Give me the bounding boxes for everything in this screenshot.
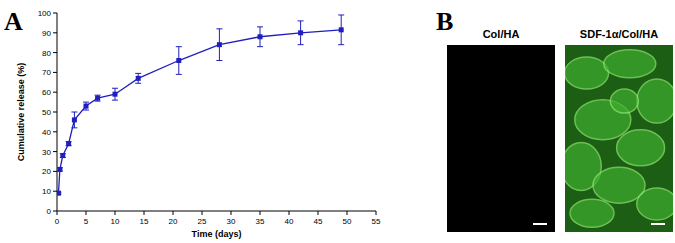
y-tick xyxy=(53,92,57,93)
x-tick-label: 55 xyxy=(372,217,381,226)
release-line xyxy=(58,30,341,193)
y-tick xyxy=(53,72,57,73)
x-tick-label: 30 xyxy=(227,217,236,226)
data-point xyxy=(298,30,303,35)
y-tick-label: 30 xyxy=(42,148,51,157)
x-tick xyxy=(376,211,377,215)
data-point xyxy=(217,42,222,47)
y-tick-label: 90 xyxy=(42,29,51,38)
x-tick xyxy=(289,211,290,215)
data-point xyxy=(84,104,89,109)
x-axis-title: Time (days) xyxy=(192,229,242,239)
error-bar xyxy=(60,154,66,158)
x-tick-label: 5 xyxy=(84,217,89,226)
data-point xyxy=(60,153,65,158)
error-bar xyxy=(257,27,263,47)
scale-bar xyxy=(651,223,665,225)
y-axis-title: Cumulative release (%) xyxy=(16,63,26,162)
y-tick-label: 100 xyxy=(38,9,52,18)
data-point xyxy=(57,191,61,196)
x-tick xyxy=(231,211,232,215)
y-tick xyxy=(53,171,57,172)
data-point xyxy=(57,167,62,172)
y-tick-label: 70 xyxy=(42,68,51,77)
fluorescence-image xyxy=(561,45,675,232)
x-tick xyxy=(115,211,116,215)
x-tick xyxy=(144,211,145,215)
data-point xyxy=(176,58,181,63)
x-tick-label: 45 xyxy=(314,217,323,226)
y-tick-label: 20 xyxy=(42,167,51,176)
data-point xyxy=(113,92,118,97)
error-bar xyxy=(83,102,89,110)
x-axis-line xyxy=(57,211,376,212)
x-tick-label: 40 xyxy=(285,217,294,226)
data-point xyxy=(95,96,100,101)
data-point xyxy=(258,34,263,39)
fluorescence-image xyxy=(447,45,555,232)
y-tick-label: 60 xyxy=(42,88,51,97)
scale-bar xyxy=(533,223,547,225)
y-tick-label: 10 xyxy=(42,187,51,196)
y-tick xyxy=(53,32,57,33)
image-title: Col/HA xyxy=(483,28,520,40)
y-tick xyxy=(53,151,57,152)
x-tick xyxy=(260,211,261,215)
y-tick xyxy=(53,13,57,14)
x-tick xyxy=(173,211,174,215)
x-tick xyxy=(347,211,348,215)
error-bar xyxy=(71,112,77,128)
error-bar xyxy=(216,29,222,61)
error-bar xyxy=(95,95,101,101)
axes: 0 10 20 30 40 50 60 70 80 90 100 0 5 10 15 20 25 30 35 40 45… xyxy=(16,9,381,239)
y-tick-label: 0 xyxy=(47,207,52,216)
x-tick-label: 10 xyxy=(111,217,120,226)
x-tick xyxy=(318,211,319,215)
y-tick-label: 40 xyxy=(42,128,51,137)
y-tick-label: 50 xyxy=(42,108,51,117)
panel-label: A xyxy=(4,7,23,36)
y-tick xyxy=(53,211,57,212)
x-tick xyxy=(57,211,58,215)
x-tick xyxy=(202,211,203,215)
y-tick xyxy=(53,191,57,192)
data-point xyxy=(66,141,71,146)
x-tick-label: 25 xyxy=(198,217,207,226)
image-title: SDF-1α/Col/HA xyxy=(580,28,658,40)
panel-label: B xyxy=(436,7,453,36)
x-tick-label: 20 xyxy=(169,217,178,226)
error-bar xyxy=(112,88,118,100)
data-point xyxy=(136,76,141,81)
x-tick xyxy=(86,211,87,215)
error-bar xyxy=(135,73,141,83)
y-tick xyxy=(53,112,57,113)
error-bar xyxy=(298,21,304,45)
error-bar xyxy=(338,15,344,45)
y-tick xyxy=(53,131,57,132)
y-tick-label: 80 xyxy=(42,49,51,58)
data-point xyxy=(72,117,77,122)
y-tick xyxy=(53,52,57,53)
error-bar xyxy=(57,168,63,171)
error-bar xyxy=(176,47,182,75)
x-tick-label: 0 xyxy=(55,217,60,226)
figure: A B 0 10 20 30 40 50 60 70 80 90 100 0 5 10 15 20 25 30 35 40… xyxy=(0,0,675,243)
data-point xyxy=(339,27,344,32)
error-bar xyxy=(66,142,72,146)
x-tick-label: 15 xyxy=(140,217,149,226)
plot-marks xyxy=(57,15,344,196)
x-tick-label: 50 xyxy=(343,217,352,226)
x-tick-label: 35 xyxy=(256,217,265,226)
